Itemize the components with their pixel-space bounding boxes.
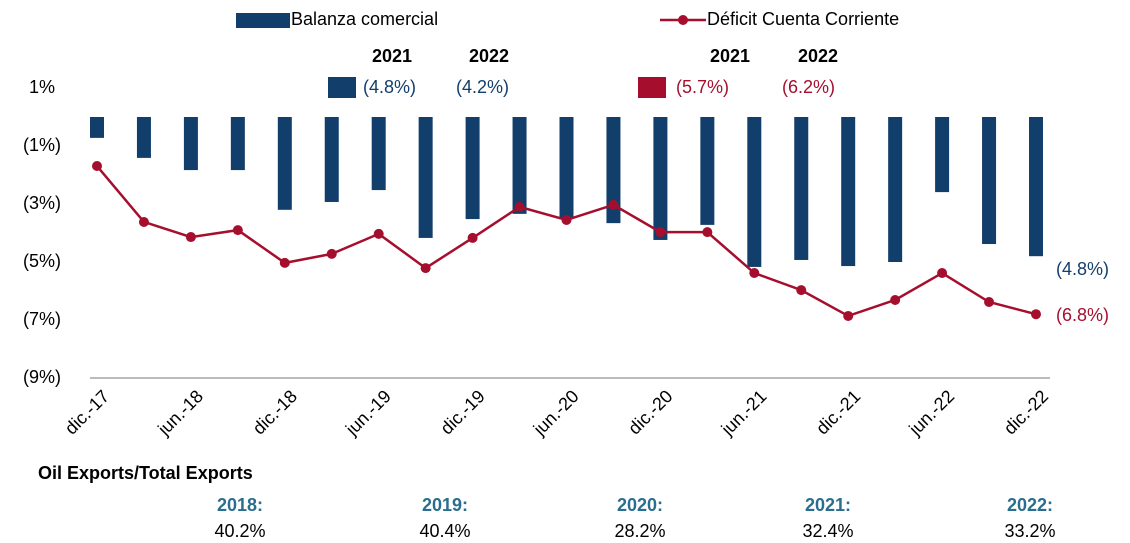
bar <box>183 117 198 171</box>
bar <box>512 117 527 214</box>
legend-label: Déficit Cuenta Corriente <box>707 9 899 29</box>
bar <box>653 117 668 240</box>
point <box>279 257 290 268</box>
point <box>326 248 337 259</box>
x-tick-label: dic.-18 <box>249 386 301 438</box>
annual-year: 2021 <box>710 46 750 66</box>
point <box>608 199 619 210</box>
point <box>467 232 478 243</box>
point <box>749 268 760 279</box>
bar <box>230 117 245 171</box>
x-tick-label: dic.-20 <box>624 386 676 438</box>
x-tick-label: dic.-17 <box>61 386 113 438</box>
x-tick-label: dic.-21 <box>812 386 864 438</box>
point <box>514 201 525 212</box>
bar <box>559 117 574 218</box>
y-tick-label: (9%) <box>23 367 61 387</box>
oil-value: 40.2% <box>214 521 265 541</box>
point <box>373 228 384 239</box>
x-tick-label: jun.-21 <box>717 386 771 440</box>
value-label: (4.8%) <box>1056 259 1109 279</box>
bar <box>700 117 715 225</box>
annual-year: 2022 <box>469 46 509 66</box>
annual-value: (6.2%) <box>782 77 835 97</box>
bar <box>1029 117 1043 257</box>
bar <box>841 117 856 267</box>
annual-swatch <box>638 77 666 98</box>
bar <box>606 117 621 224</box>
bar <box>982 117 997 245</box>
annual-value: (5.7%) <box>676 77 729 97</box>
y-tick-label: (7%) <box>23 309 61 329</box>
bar <box>465 117 480 220</box>
point <box>655 227 666 238</box>
y-tick-label: (3%) <box>23 193 61 213</box>
y-tick-label: 1% <box>29 77 55 97</box>
oil-year: 2022: <box>1007 495 1053 515</box>
y-tick-label: (5%) <box>23 251 61 271</box>
x-tick-label: jun.-18 <box>153 386 207 440</box>
x-tick-label: jun.-22 <box>905 386 959 440</box>
annual-value: (4.8%) <box>363 77 416 97</box>
value-label: (6.8%) <box>1056 305 1109 325</box>
y-tick-label: (1%) <box>23 135 61 155</box>
x-tick-label: jun.-20 <box>529 386 583 440</box>
legend-swatch <box>236 13 290 28</box>
point <box>92 161 102 172</box>
point <box>561 214 572 225</box>
oil-value: 33.2% <box>1004 521 1055 541</box>
annual-swatch <box>328 77 356 98</box>
point <box>420 263 431 274</box>
oil-value: 28.2% <box>614 521 665 541</box>
legend-swatch <box>678 15 688 25</box>
bar <box>794 117 809 260</box>
point <box>702 227 713 238</box>
bar <box>747 117 762 267</box>
oil-year: 2020: <box>617 495 663 515</box>
point <box>1031 309 1041 320</box>
point <box>937 268 948 279</box>
annual-year: 2022 <box>798 46 838 66</box>
bar <box>136 117 151 158</box>
bar <box>277 117 292 210</box>
point <box>843 310 854 321</box>
oil-year: 2021: <box>805 495 851 515</box>
bar <box>888 117 903 262</box>
point <box>890 294 901 305</box>
point <box>138 216 149 227</box>
x-tick-label: dic.-19 <box>436 386 488 438</box>
legend-label: Balanza comercial <box>291 9 438 29</box>
bar <box>324 117 339 202</box>
bar <box>418 117 433 238</box>
x-tick-label: dic.-22 <box>1000 386 1052 438</box>
point <box>232 225 243 236</box>
oil-value: 40.4% <box>419 521 470 541</box>
bar <box>90 117 104 138</box>
point <box>185 232 196 243</box>
oil-year: 2018: <box>217 495 263 515</box>
annual-value: (4.2%) <box>456 77 509 97</box>
annual-year: 2021 <box>372 46 412 66</box>
x-tick-label: jun.-19 <box>341 386 395 440</box>
bar <box>371 117 386 191</box>
point <box>984 297 995 308</box>
bar <box>935 117 950 193</box>
point <box>796 285 807 296</box>
oil-value: 32.4% <box>802 521 853 541</box>
oil-year: 2019: <box>422 495 468 515</box>
oil-title: Oil Exports/Total Exports <box>38 463 253 483</box>
